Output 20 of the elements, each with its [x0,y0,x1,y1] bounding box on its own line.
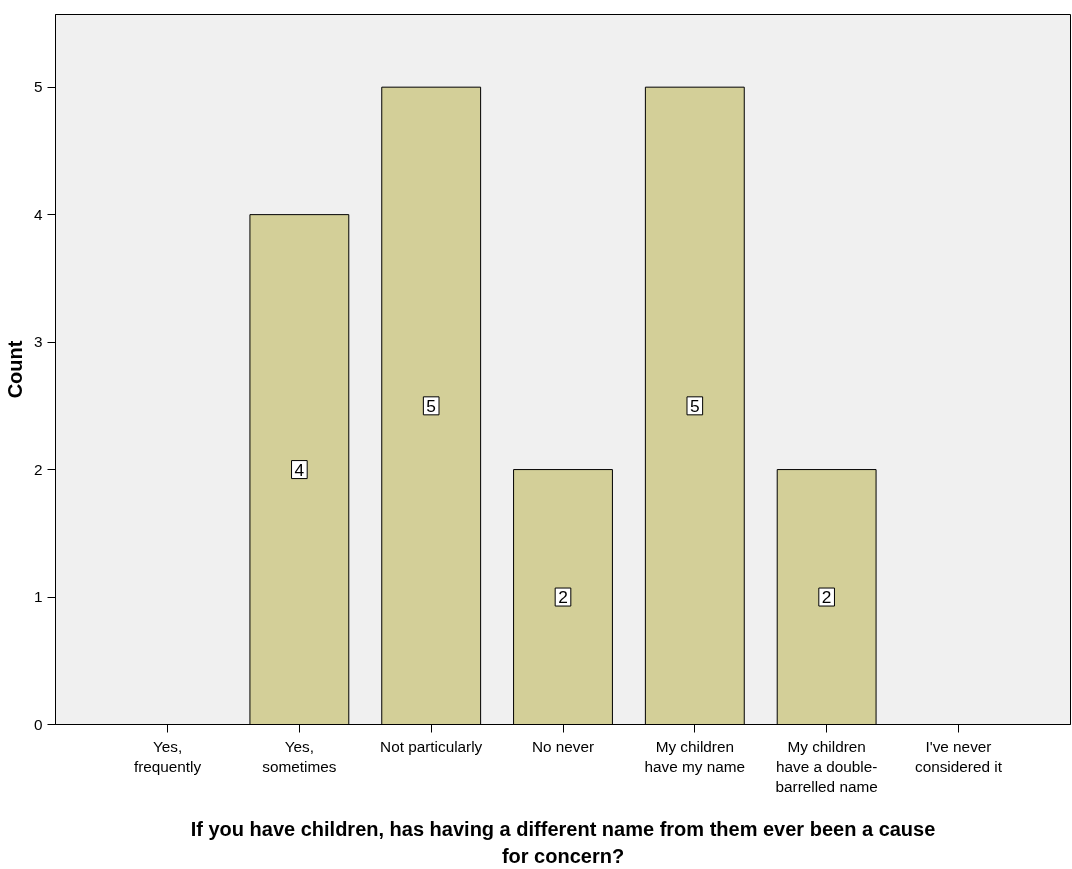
data-label: 2 [558,587,568,608]
x-tick-label: My children have my name [644,737,746,775]
y-axis-title: Count [3,340,26,399]
data-label: 4 [294,459,305,480]
x-tick-label: No never [531,737,595,755]
y-tick-label: 3 [33,333,43,351]
data-label: 5 [690,395,700,416]
data-label: 2 [821,587,832,608]
y-tick-label: 0 [33,715,43,733]
y-tick-label: 1 [33,588,43,606]
x-tick-label: Not particularly [380,737,483,755]
x-tick-label: I've never considered it [915,737,1003,775]
x-tick-label: Yes, frequently [133,737,202,775]
x-tick-label: My children have a double- barrelled name [775,737,878,796]
y-tick-label: 5 [33,78,43,96]
x-axis-title: If you have children, has having a different name from them ever been a cause for concern? [190,818,936,867]
data-label: 5 [426,395,436,416]
y-tick-label: 2 [33,460,43,478]
y-tick-label: 4 [33,205,43,223]
x-tick-label: Yes, sometimes [262,737,337,775]
